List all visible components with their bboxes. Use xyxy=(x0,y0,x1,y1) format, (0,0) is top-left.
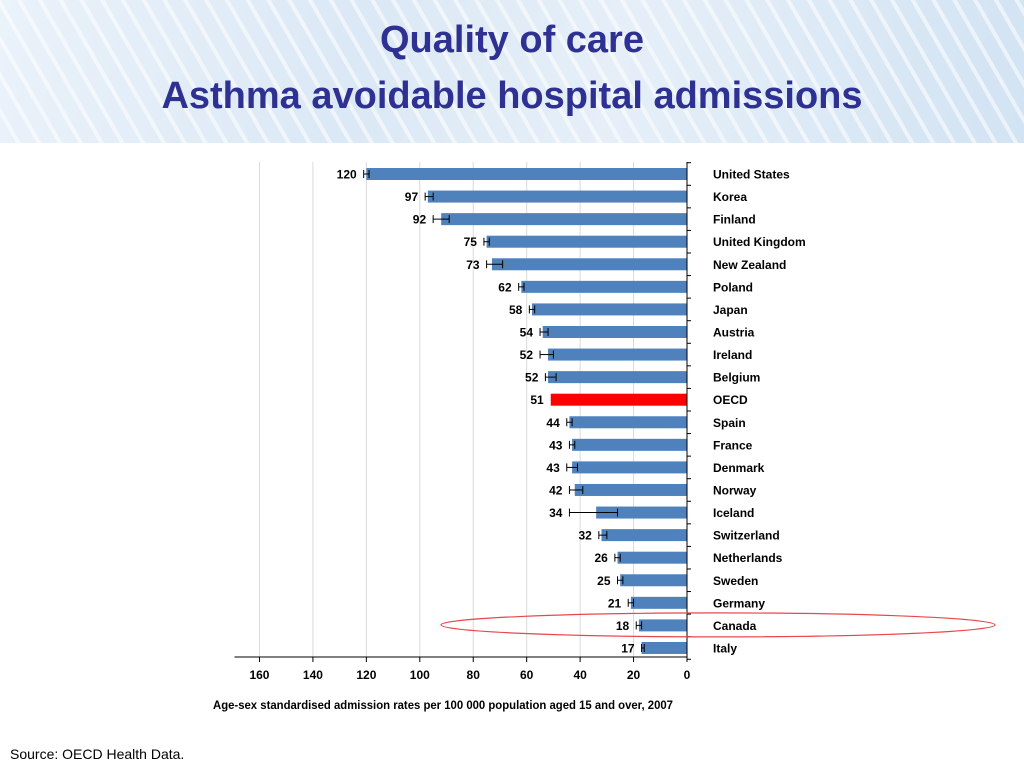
category-label: Canada xyxy=(713,619,757,633)
header-decoration xyxy=(0,0,1024,143)
x-tick-label: 40 xyxy=(573,668,587,682)
category-label: OECD xyxy=(713,393,748,407)
bar xyxy=(572,438,687,451)
category-label: Poland xyxy=(713,280,753,294)
category-label: New Zealand xyxy=(713,258,786,272)
data-label: 120 xyxy=(337,168,357,182)
data-label: 52 xyxy=(525,371,539,385)
bar xyxy=(548,348,687,361)
bars xyxy=(363,168,687,654)
bar xyxy=(491,258,687,271)
data-label: 52 xyxy=(520,348,534,362)
x-tick-label: 160 xyxy=(249,668,269,682)
category-label: France xyxy=(713,438,753,452)
data-label: 26 xyxy=(594,551,608,565)
category-label: Italy xyxy=(713,641,737,655)
x-axis: 160 140 120 100 80 60 40 20 0 xyxy=(234,162,691,682)
bar xyxy=(441,213,687,226)
bar xyxy=(630,596,687,609)
data-label: 34 xyxy=(549,506,563,520)
data-label: 18 xyxy=(616,619,630,633)
bar xyxy=(574,483,687,496)
category-label: Iceland xyxy=(713,506,754,520)
category-label: Sweden xyxy=(713,574,758,588)
category-label: Belgium xyxy=(713,371,760,385)
canada-highlight-ellipse xyxy=(440,612,996,638)
x-tick-label: 100 xyxy=(410,668,430,682)
bar xyxy=(427,190,687,203)
labels: 120 United States 97 Korea 92 Finland 75 United… xyxy=(337,168,806,656)
bar xyxy=(638,619,687,632)
slide-subtitle: Asthma avoidable hospital admissions xyxy=(161,75,863,117)
x-tick-label: 20 xyxy=(627,668,641,682)
data-label: 25 xyxy=(597,574,611,588)
category-label: Germany xyxy=(713,596,765,610)
bar xyxy=(486,235,687,248)
data-label: 32 xyxy=(578,529,592,543)
bar xyxy=(596,506,687,519)
x-tick-label: 80 xyxy=(467,668,481,682)
data-label: 43 xyxy=(549,438,563,452)
data-label: 51 xyxy=(530,393,544,407)
x-tick-label: 140 xyxy=(303,668,323,682)
x-tick-label: 120 xyxy=(356,668,376,682)
bar xyxy=(521,280,687,293)
category-label: Korea xyxy=(713,190,747,204)
bar xyxy=(620,574,687,587)
data-label: 73 xyxy=(466,258,480,272)
x-tick-label: 60 xyxy=(520,668,534,682)
category-label: Japan xyxy=(713,303,748,317)
data-label: 44 xyxy=(546,416,560,430)
category-label: Ireland xyxy=(713,348,752,362)
category-label: United States xyxy=(713,168,790,182)
data-label: 62 xyxy=(498,280,512,294)
slide-title: Quality of care xyxy=(380,19,644,61)
bar xyxy=(542,325,687,338)
category-label: Denmark xyxy=(713,461,765,475)
bar xyxy=(569,416,687,429)
data-label: 42 xyxy=(549,483,563,497)
source-note: Source: OECD Health Data. xyxy=(10,746,185,762)
bar xyxy=(601,529,687,542)
x-tick-label: 0 xyxy=(684,668,691,682)
bar xyxy=(366,168,687,180)
data-label: 75 xyxy=(464,235,478,249)
bar xyxy=(641,641,687,654)
bar xyxy=(572,461,687,474)
category-label: Norway xyxy=(713,483,757,497)
bar xyxy=(617,551,687,564)
data-label: 43 xyxy=(546,461,560,475)
category-label: Austria xyxy=(713,325,755,339)
data-label: 54 xyxy=(520,325,534,339)
category-label: Spain xyxy=(713,416,746,430)
category-label: United Kingdom xyxy=(713,235,806,249)
bar xyxy=(548,371,687,384)
x-axis-label: Age-sex standardised admission rates per… xyxy=(213,698,673,712)
data-label: 97 xyxy=(405,190,419,204)
slide-header: Quality of care Asthma avoidable hospita… xyxy=(0,0,1024,143)
category-label: Switzerland xyxy=(713,529,780,543)
bar xyxy=(532,303,687,316)
data-label: 21 xyxy=(608,596,622,610)
data-label: 58 xyxy=(509,303,523,317)
data-label: 92 xyxy=(413,213,427,227)
data-label: 17 xyxy=(621,641,635,655)
bar xyxy=(550,393,687,406)
category-label: Finland xyxy=(713,213,756,227)
category-label: Netherlands xyxy=(713,551,783,565)
